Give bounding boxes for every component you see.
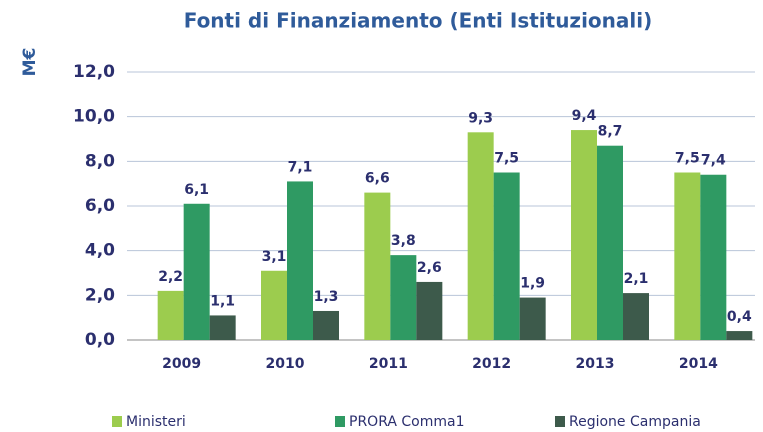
value-label: 3,1 bbox=[262, 249, 287, 265]
y-tick-label: 12,0 bbox=[73, 62, 115, 82]
x-tick-label: 2009 bbox=[162, 356, 201, 372]
chart-title: Fonti di Finanziamento (Enti Istituziona… bbox=[184, 9, 653, 33]
bar bbox=[416, 281, 443, 340]
value-label: 1,1 bbox=[210, 293, 235, 309]
bar bbox=[183, 203, 210, 340]
value-label: 8,7 bbox=[598, 124, 623, 140]
x-tick-label: 2013 bbox=[576, 356, 615, 372]
bar bbox=[157, 290, 184, 340]
legend-label: PRORA Comma1 bbox=[349, 414, 464, 430]
y-tick-label: 4,0 bbox=[85, 241, 115, 261]
bar bbox=[261, 270, 287, 340]
value-label: 2,6 bbox=[417, 260, 442, 276]
value-label: 1,3 bbox=[314, 289, 339, 305]
bar bbox=[493, 172, 520, 340]
bar bbox=[364, 192, 391, 340]
legend-swatch bbox=[112, 416, 122, 427]
value-label: 3,8 bbox=[391, 233, 416, 249]
bar bbox=[390, 255, 417, 340]
y-tick-label: 10,0 bbox=[73, 107, 115, 127]
bar bbox=[313, 310, 339, 340]
legend-swatch bbox=[335, 416, 345, 427]
bar bbox=[726, 331, 753, 340]
x-tick-label: 2014 bbox=[679, 356, 718, 372]
value-label: 9,3 bbox=[468, 110, 493, 126]
value-label: 0,4 bbox=[727, 309, 752, 325]
y-tick-label: 2,0 bbox=[85, 285, 115, 305]
value-label: 7,1 bbox=[288, 159, 313, 175]
value-label: 6,1 bbox=[184, 182, 209, 198]
bar bbox=[597, 145, 623, 340]
value-label: 7,5 bbox=[494, 151, 519, 167]
value-label: 2,1 bbox=[624, 271, 649, 287]
bar bbox=[674, 172, 701, 340]
value-label: 2,2 bbox=[158, 269, 183, 285]
y-tick-label: 0,0 bbox=[85, 330, 115, 350]
bar bbox=[700, 174, 727, 340]
x-tick-label: 2010 bbox=[266, 356, 305, 372]
bar bbox=[287, 181, 313, 340]
x-tick-label: 2012 bbox=[472, 356, 511, 372]
value-label: 9,4 bbox=[572, 108, 597, 124]
bar bbox=[209, 315, 236, 340]
value-label: 7,5 bbox=[675, 151, 700, 167]
bar bbox=[623, 293, 649, 340]
bar bbox=[571, 130, 597, 340]
bar bbox=[519, 297, 546, 340]
x-tick-label: 2011 bbox=[369, 356, 408, 372]
y-tick-label: 6,0 bbox=[85, 196, 115, 216]
legend-label: Ministeri bbox=[126, 414, 186, 430]
value-label: 1,9 bbox=[520, 276, 545, 292]
y-axis-label: M€ bbox=[20, 48, 40, 77]
y-tick-label: 8,0 bbox=[85, 151, 115, 171]
value-label: 7,4 bbox=[701, 153, 726, 169]
value-label: 6,6 bbox=[365, 171, 390, 187]
legend-swatch bbox=[555, 416, 565, 427]
bar bbox=[467, 132, 494, 340]
legend-label: Regione Campania bbox=[569, 414, 701, 430]
